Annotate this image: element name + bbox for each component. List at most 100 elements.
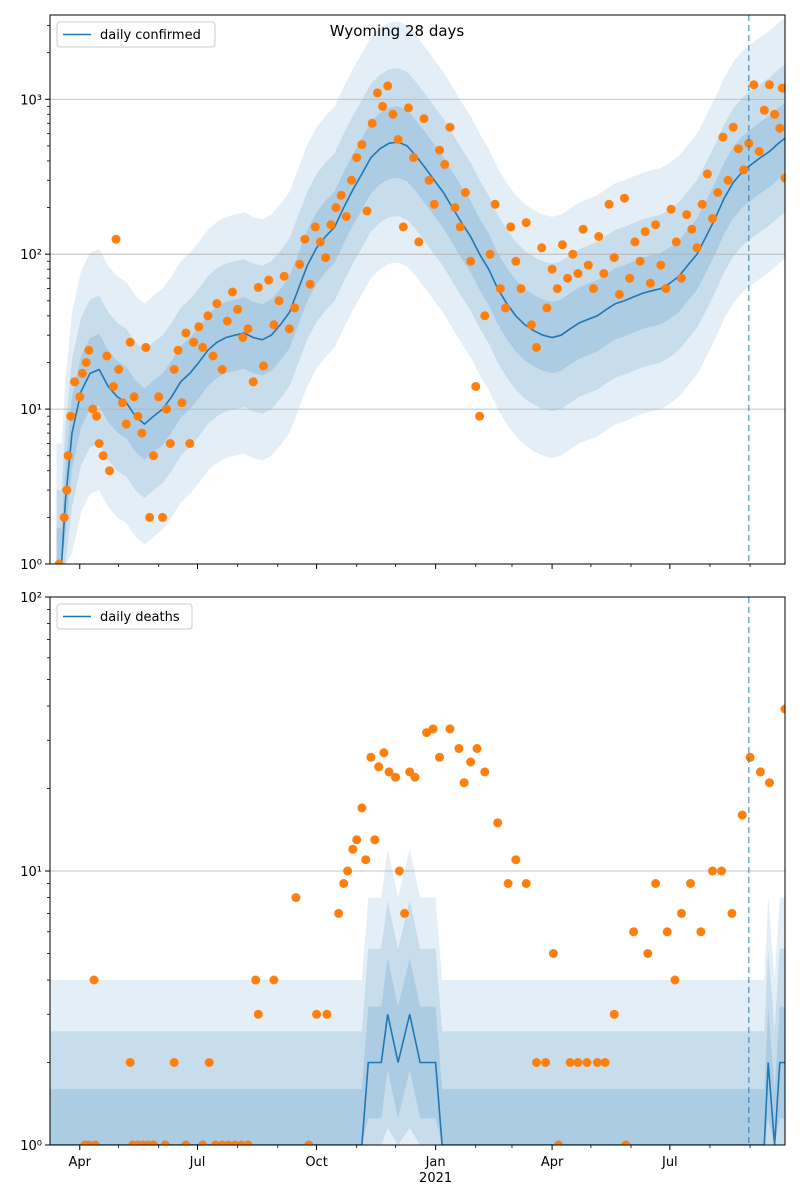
data-point xyxy=(217,365,227,374)
data-point xyxy=(54,559,64,564)
data-point xyxy=(708,866,717,876)
data-point xyxy=(686,879,695,888)
deaths-panel: 10⁰ 10¹ 10² Apr Jul Oct Jan Apr Jul daily deaths xyxy=(20,591,786,1170)
data-point xyxy=(445,724,455,734)
data-point xyxy=(145,512,155,522)
data-point xyxy=(336,190,346,200)
y-tick-label: 10¹ xyxy=(20,403,42,418)
data-point xyxy=(445,122,455,132)
data-point xyxy=(542,303,552,313)
data-point xyxy=(343,866,353,876)
data-point xyxy=(149,1140,158,1145)
data-point xyxy=(149,451,158,461)
data-point xyxy=(450,203,460,213)
data-point xyxy=(198,1140,208,1145)
data-point xyxy=(410,772,420,782)
data-point xyxy=(177,398,187,408)
data-point xyxy=(739,165,749,175)
data-point xyxy=(304,1140,314,1145)
uncertainty-band xyxy=(50,849,785,1145)
data-point xyxy=(728,122,738,132)
y-tick-label: 10⁰ xyxy=(20,558,42,573)
data-point xyxy=(111,234,121,244)
data-point xyxy=(460,188,470,197)
x-tick-label: Apr xyxy=(69,1155,92,1170)
data-point xyxy=(253,1009,263,1019)
data-point xyxy=(63,451,73,461)
data-point xyxy=(592,1058,602,1067)
data-point xyxy=(516,284,526,294)
data-point xyxy=(305,279,315,289)
data-point xyxy=(501,303,510,313)
data-point xyxy=(274,296,284,306)
data-point xyxy=(428,724,438,734)
data-point xyxy=(526,320,536,330)
data-point xyxy=(521,879,531,888)
y-tick-label: 10² xyxy=(20,591,42,606)
data-point xyxy=(480,311,490,321)
uncertainty-band xyxy=(56,64,785,564)
data-point xyxy=(77,368,87,378)
data-point xyxy=(485,249,495,259)
data-point xyxy=(440,159,450,169)
data-point xyxy=(398,222,408,232)
legend: daily deaths xyxy=(56,603,193,630)
data-point xyxy=(62,485,72,495)
data-point xyxy=(194,322,204,332)
data-point xyxy=(604,199,614,209)
data-point xyxy=(315,237,325,247)
legend-label: daily deaths xyxy=(100,610,180,625)
y-tick-label: 10³ xyxy=(20,93,42,108)
data-point xyxy=(339,879,349,888)
data-point xyxy=(102,351,112,361)
data-point xyxy=(723,175,733,185)
data-point xyxy=(466,757,476,767)
data-point xyxy=(59,512,69,522)
data-point xyxy=(511,256,521,266)
data-point xyxy=(89,975,99,985)
data-point xyxy=(472,744,482,753)
data-point xyxy=(173,345,183,355)
data-point xyxy=(424,175,434,185)
data-point xyxy=(630,237,640,247)
data-point xyxy=(645,278,655,288)
data-point xyxy=(334,908,344,918)
uncertainty-band xyxy=(50,900,785,1145)
data-point xyxy=(682,210,692,220)
data-point xyxy=(435,752,444,762)
data-point xyxy=(400,908,410,918)
data-point xyxy=(372,88,382,98)
data-point xyxy=(348,844,358,854)
data-point xyxy=(578,224,588,234)
data-point xyxy=(670,975,680,985)
data-point xyxy=(696,927,706,937)
data-point xyxy=(384,767,394,777)
data-point xyxy=(70,377,80,387)
legend-label: daily confirmed xyxy=(100,28,201,43)
data-point xyxy=(185,439,195,448)
data-point xyxy=(780,173,785,183)
data-point xyxy=(189,337,199,347)
data-point xyxy=(666,204,676,214)
data-point xyxy=(379,748,389,758)
data-point xyxy=(600,1058,610,1067)
data-point xyxy=(419,114,429,124)
data-point xyxy=(222,316,232,326)
y-tick-label: 10² xyxy=(20,248,42,263)
plot-area xyxy=(50,15,785,564)
chart-title: Wyoming 28 days xyxy=(330,22,465,40)
data-point xyxy=(125,1058,135,1067)
data-point xyxy=(259,361,268,371)
data-point xyxy=(321,253,331,263)
data-point xyxy=(322,1009,332,1019)
x-tick-label: Jul xyxy=(189,1155,206,1170)
data-point xyxy=(777,83,785,93)
data-point xyxy=(383,81,393,91)
data-point xyxy=(609,1009,619,1019)
data-point xyxy=(125,337,135,347)
data-point xyxy=(357,140,367,150)
data-point xyxy=(105,466,114,476)
data-point xyxy=(537,243,547,253)
data-point xyxy=(378,101,388,111)
